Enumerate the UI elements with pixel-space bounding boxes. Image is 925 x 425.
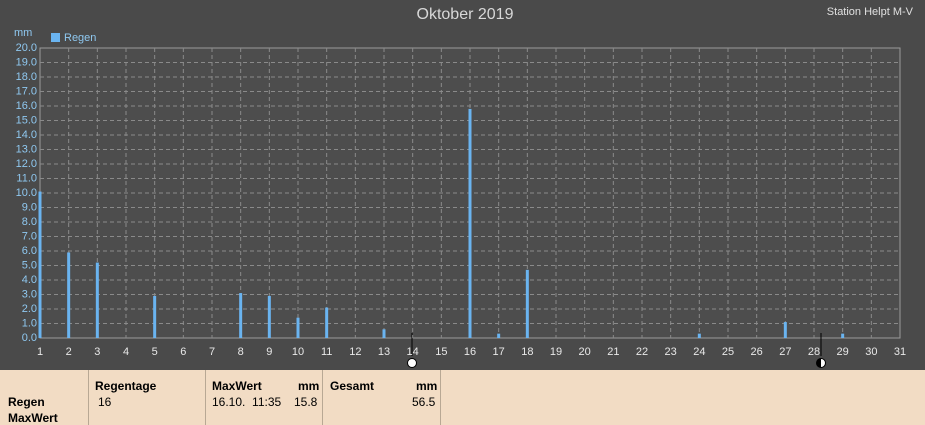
y-tick-label: 1.0	[22, 317, 37, 329]
bar	[325, 307, 329, 338]
x-tick-label: 5	[152, 346, 158, 358]
x-tick-label: 27	[779, 346, 791, 358]
y-tick-label: 17.0	[16, 85, 37, 97]
station-label: Station Helpt M-V	[827, 6, 914, 18]
y-tick-label: 10.0	[16, 187, 37, 199]
y-tick-label: 2.0	[22, 303, 37, 315]
x-tick-label: 17	[493, 346, 505, 358]
x-tick-label: 24	[693, 346, 705, 358]
bar	[95, 262, 99, 338]
x-tick-label: 6	[180, 346, 186, 358]
y-tick-label: 15.0	[16, 114, 37, 126]
bar	[783, 322, 787, 338]
x-tick-label: 19	[550, 346, 562, 358]
y-tick-label: 14.0	[16, 129, 37, 141]
bar	[38, 191, 42, 338]
y-tick-label: 9.0	[22, 201, 37, 213]
y-tick-label: 20.0	[16, 42, 37, 54]
x-tick-label: 26	[751, 346, 763, 358]
x-tick-label: 7	[209, 346, 215, 358]
x-tick-label: 29	[837, 346, 849, 358]
y-tick-label: 16.0	[16, 100, 37, 112]
x-tick-label: 4	[123, 346, 129, 358]
legend-swatch	[51, 33, 60, 42]
x-tick-label: 11	[321, 346, 332, 358]
y-tick-label: 4.0	[22, 274, 37, 286]
x-tick-label: 25	[722, 346, 734, 358]
bar	[267, 295, 271, 338]
cell: 56.5	[412, 395, 436, 409]
y-tick-label: 8.0	[22, 216, 37, 228]
bar	[239, 293, 243, 338]
x-tick-label: 20	[579, 346, 591, 358]
y-tick-label: 0.0	[22, 332, 37, 344]
x-tick-label: 31	[894, 346, 906, 358]
chart-title: Oktober 2019	[417, 6, 514, 23]
separator	[440, 370, 441, 425]
bar	[841, 333, 845, 338]
y-tick-label: 19.0	[16, 56, 37, 68]
x-tick-label: 23	[665, 346, 677, 358]
legend-label: Regen	[64, 32, 96, 44]
chart: Oktober 2019 Station Helpt M-V mm 0.0 1.0…	[14, 5, 914, 368]
new-moon-shade	[816, 358, 821, 368]
x-tick-label: 15	[435, 346, 447, 358]
row-label: Regen	[8, 395, 45, 409]
bar	[697, 333, 701, 338]
column-unit: mm	[416, 379, 438, 393]
y-tick-label: 5.0	[22, 259, 37, 271]
x-tick-label: 9	[266, 346, 272, 358]
x-tick-label: 12	[349, 346, 361, 358]
separator	[322, 370, 323, 425]
column-header: MaxWert	[212, 379, 262, 393]
x-tick-label: 13	[378, 346, 390, 358]
y-tick-label: 3.0	[22, 288, 37, 300]
x-tick-label: 14	[407, 346, 419, 358]
x-tick-label: 28	[808, 346, 820, 358]
bar	[296, 317, 300, 338]
x-tick-label: 18	[521, 346, 533, 358]
cell: 15.8	[294, 395, 318, 409]
bar	[153, 295, 157, 338]
x-tick-label: 16	[464, 346, 476, 358]
summary-panel: Regen MaxWert Regentage 16 MaxWert mm 16…	[0, 370, 925, 425]
full-moon-icon	[407, 358, 417, 368]
bar	[525, 269, 529, 338]
row-label: MaxWert	[8, 411, 58, 425]
separator	[205, 370, 206, 425]
y-tick-label: 18.0	[16, 71, 37, 83]
bar	[497, 333, 501, 338]
y-tick-label: 11.0	[16, 172, 37, 184]
y-tick-label: 7.0	[22, 230, 37, 242]
x-tick-label: 30	[865, 346, 877, 358]
cell: 16	[98, 395, 112, 409]
bar	[468, 108, 472, 339]
column-header: Regentage	[95, 379, 157, 393]
y-axis-unit: mm	[14, 27, 32, 39]
x-tick-label: 2	[66, 346, 72, 358]
y-tick-label: 6.0	[22, 245, 37, 257]
x-tick-label: 22	[636, 346, 648, 358]
x-tick-label: 8	[238, 346, 244, 358]
x-tick-label: 10	[292, 346, 304, 358]
y-tick-label: 12.0	[16, 158, 37, 170]
column-unit: mm	[298, 379, 320, 393]
bar	[382, 329, 386, 338]
x-tick-label: 3	[94, 346, 100, 358]
column-header: Gesamt	[330, 379, 375, 393]
separator	[88, 370, 89, 425]
y-tick-label: 13.0	[16, 143, 37, 155]
bar	[67, 252, 71, 338]
x-tick-label: 1	[37, 346, 43, 358]
cell: 16.10. 11:35	[212, 395, 282, 409]
x-tick-label: 21	[607, 346, 619, 358]
